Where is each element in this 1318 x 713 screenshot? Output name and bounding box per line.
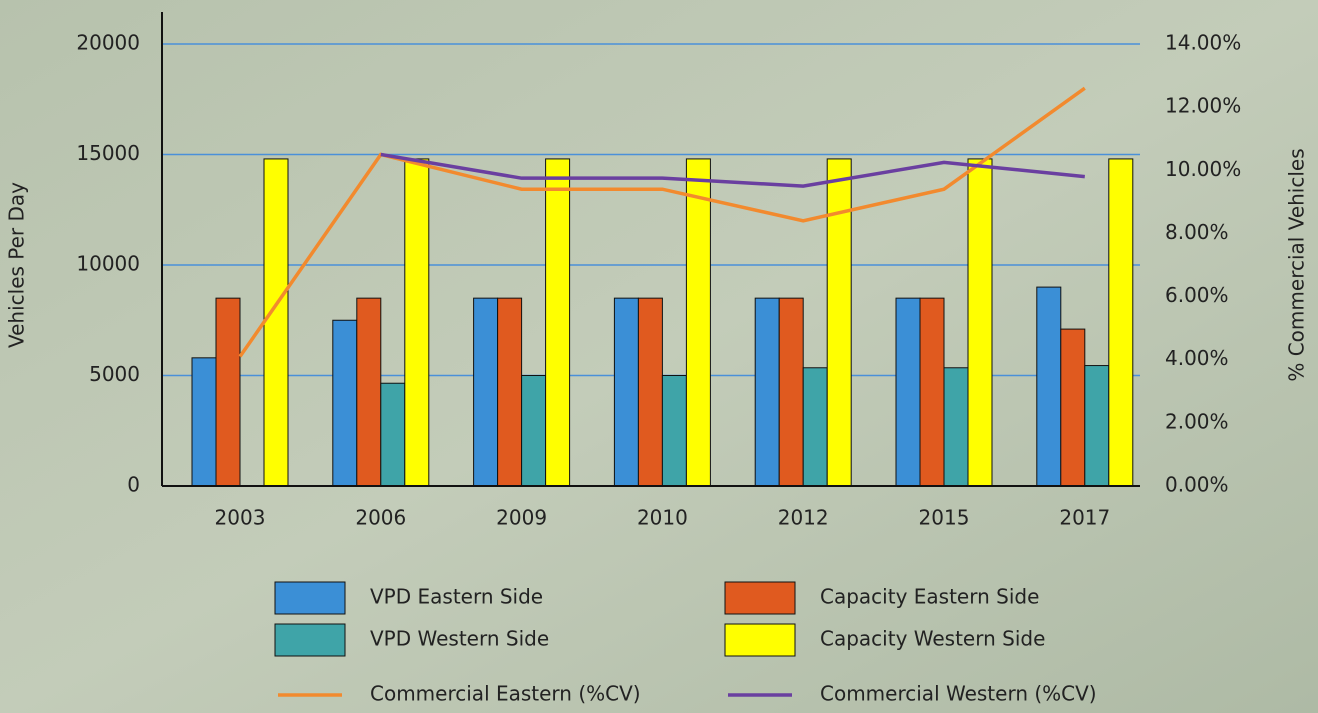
y-tick-label: 15000 bbox=[76, 141, 140, 165]
bar bbox=[943, 367, 969, 487]
bar bbox=[332, 319, 358, 487]
bar bbox=[967, 158, 993, 487]
y2-tick-label: 2.00% bbox=[1165, 409, 1229, 433]
bar bbox=[685, 158, 711, 487]
x-tick-label: 2012 bbox=[778, 506, 829, 530]
x-tick-label: 2009 bbox=[496, 506, 547, 530]
legend-label: Capacity Eastern Side bbox=[820, 585, 1039, 609]
legend-label: Capacity Western Side bbox=[820, 627, 1045, 651]
bar bbox=[1084, 365, 1110, 487]
legend-label: VPD Eastern Side bbox=[370, 585, 543, 609]
y-tick-label: 5000 bbox=[89, 362, 140, 386]
legend-label: VPD Western Side bbox=[370, 627, 549, 651]
bar bbox=[545, 158, 571, 487]
bar bbox=[802, 367, 828, 487]
bar bbox=[1060, 328, 1086, 487]
y2-axis-title: % Commercial Vehicles bbox=[1285, 148, 1309, 381]
legend-label: Commercial Western (%CV) bbox=[820, 682, 1097, 706]
y-axis-title: Vehicles Per Day bbox=[5, 182, 29, 348]
y-tick-label: 0 bbox=[127, 473, 140, 497]
y2-tick-label: 10.00% bbox=[1165, 157, 1241, 181]
legend-swatch bbox=[274, 581, 346, 615]
bar bbox=[191, 357, 217, 487]
bar bbox=[263, 158, 289, 487]
bar bbox=[637, 297, 663, 487]
x-tick-label: 2015 bbox=[919, 506, 970, 530]
bar bbox=[778, 297, 804, 487]
y2-tick-label: 8.00% bbox=[1165, 220, 1229, 244]
bar bbox=[1108, 158, 1134, 487]
bar bbox=[754, 297, 780, 487]
x-tick-label: 2006 bbox=[355, 506, 406, 530]
bar bbox=[380, 382, 406, 487]
y-tick-label: 20000 bbox=[76, 31, 140, 55]
legend-label: Commercial Eastern (%CV) bbox=[370, 682, 641, 706]
bar bbox=[404, 158, 430, 487]
y2-tick-label: 4.00% bbox=[1165, 346, 1229, 370]
bar bbox=[1036, 286, 1062, 487]
y2-tick-label: 12.00% bbox=[1165, 94, 1241, 118]
legend-swatch bbox=[274, 623, 346, 657]
bar bbox=[497, 297, 523, 487]
bar bbox=[895, 297, 921, 487]
y2-tick-label: 6.00% bbox=[1165, 283, 1229, 307]
x-tick-label: 2003 bbox=[215, 506, 266, 530]
x-tick-label: 2017 bbox=[1059, 506, 1110, 530]
bar bbox=[521, 375, 547, 487]
bar bbox=[215, 297, 241, 487]
bar bbox=[826, 158, 852, 487]
legend-swatch bbox=[724, 623, 796, 657]
y-tick-label: 10000 bbox=[76, 252, 140, 276]
bar bbox=[613, 297, 639, 487]
bar bbox=[919, 297, 945, 487]
legend-swatch bbox=[724, 581, 796, 615]
bar bbox=[473, 297, 499, 487]
line bbox=[380, 152, 1085, 188]
x-tick-label: 2010 bbox=[637, 506, 688, 530]
y2-tick-label: 0.00% bbox=[1165, 473, 1229, 497]
bar bbox=[356, 297, 382, 487]
y2-tick-label: 14.00% bbox=[1165, 31, 1241, 55]
bar bbox=[661, 375, 687, 487]
